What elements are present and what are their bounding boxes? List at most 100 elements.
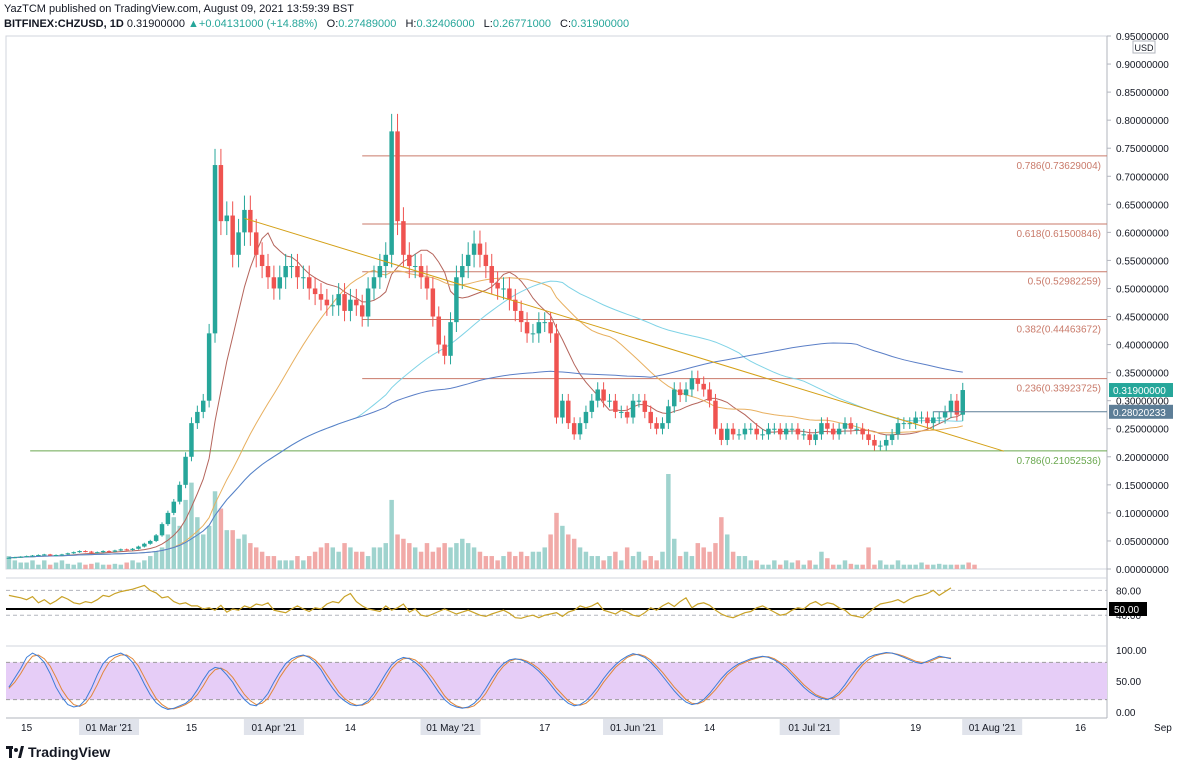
- candle-body: [342, 294, 347, 311]
- price-tick-label: 0.10000000: [1116, 509, 1169, 520]
- volume-bar: [277, 560, 283, 569]
- volume-bar: [960, 564, 965, 569]
- volume-bar: [866, 547, 871, 569]
- volume-bar: [907, 564, 912, 569]
- volume-bar: [836, 564, 842, 569]
- candle-body: [395, 131, 400, 222]
- volume-bar: [42, 560, 47, 569]
- candle-body: [206, 333, 212, 401]
- time-tick-label: 14: [345, 723, 357, 734]
- candle-body: [100, 551, 106, 553]
- candle-body: [854, 428, 860, 430]
- candle-body: [412, 266, 418, 268]
- volume-bar: [548, 534, 553, 569]
- volume-bar: [566, 534, 571, 569]
- candle-body: [672, 389, 677, 407]
- candle-body: [289, 266, 294, 268]
- volume-bar: [936, 563, 942, 569]
- candle-body: [83, 551, 88, 553]
- candle-body: [948, 400, 954, 412]
- candle-body: [153, 535, 159, 541]
- candle-body: [65, 553, 71, 555]
- time-tick-label: 01 Jul '21: [788, 723, 831, 734]
- candle-body: [89, 551, 94, 553]
- fib-level-label: 0.236(0.33923725): [1016, 384, 1101, 395]
- candle-body: [960, 390, 965, 415]
- candle-body: [895, 423, 901, 435]
- volume-bar: [848, 563, 854, 569]
- candle-body: [619, 411, 624, 413]
- volume-bar: [183, 499, 188, 569]
- footer-brand-text: TradingView: [28, 744, 111, 760]
- price-tick-label: 0.45000000: [1116, 313, 1169, 324]
- candle-body: [513, 299, 518, 311]
- candle-body: [189, 423, 194, 457]
- candle-body: [195, 411, 200, 424]
- fib-level-label: 0.786(0.21052536): [1016, 456, 1101, 467]
- volume-bar: [889, 564, 895, 569]
- candle-body: [560, 400, 565, 418]
- candle-body: [148, 540, 153, 544]
- candle-body: [460, 266, 465, 278]
- candle-body: [253, 232, 259, 255]
- candle-body: [18, 556, 23, 558]
- candle-body: [71, 552, 76, 554]
- rsi-tag-label: 50.00: [1114, 605, 1139, 616]
- candle-body: [401, 221, 406, 255]
- candle-body: [725, 428, 730, 440]
- volume-bar: [630, 556, 636, 569]
- candle-body: [783, 428, 789, 435]
- candle-body: [259, 254, 265, 267]
- candle-body: [36, 554, 41, 556]
- volume-bar: [148, 556, 153, 569]
- volume-bar: [795, 560, 801, 569]
- volume-bar: [30, 560, 35, 569]
- high-label: H:: [405, 18, 417, 30]
- candle-body: [772, 428, 777, 430]
- volume-bar: [253, 547, 259, 569]
- close-label: C:: [560, 18, 572, 30]
- candle-body: [112, 550, 118, 552]
- candle-body: [689, 378, 695, 390]
- candle-body: [860, 428, 865, 435]
- volume-bar: [701, 547, 706, 569]
- volume-bar: [224, 530, 230, 569]
- volume-bar: [895, 560, 901, 569]
- candle-body: [377, 266, 383, 278]
- candle-body: [283, 266, 288, 278]
- stoch-tick-label: 50.00: [1116, 677, 1141, 688]
- candle-body: [872, 439, 877, 446]
- footer-brand[interactable]: TradingView: [6, 744, 110, 760]
- volume-bar: [742, 556, 748, 569]
- ma-100-line: [8, 280, 963, 559]
- time-tick-label: 17: [539, 723, 551, 734]
- volume-bar: [601, 560, 606, 569]
- candle-body: [748, 428, 754, 430]
- volume-bar: [819, 551, 824, 569]
- time-tick-label: 16: [1075, 723, 1087, 734]
- volume-bar: [265, 556, 271, 569]
- volume-bar: [218, 508, 224, 569]
- candle-body: [365, 288, 371, 317]
- volume-bar: [595, 556, 600, 569]
- volume-bar: [318, 547, 324, 569]
- candle-body: [889, 434, 895, 440]
- price-chart[interactable]: 0.786(0.73629004) 0.618(0.61500846) 0.5(0.…: [0, 0, 1186, 740]
- candle-body: [12, 557, 18, 559]
- volume-bar: [206, 525, 212, 569]
- volume-bar: [301, 560, 306, 569]
- volume-bar: [513, 556, 518, 569]
- volume-bar: [47, 564, 53, 569]
- candle-body: [201, 400, 206, 412]
- candle-body: [77, 551, 82, 553]
- currency-label: USD: [1134, 43, 1154, 53]
- volume-bar: [359, 551, 365, 569]
- time-tick-label: 01 Apr '21: [252, 723, 297, 734]
- volume-bar: [259, 551, 265, 569]
- candle-body: [730, 428, 736, 435]
- candle-body: [24, 556, 29, 558]
- volume-bar: [725, 534, 730, 569]
- price-tick-label: 0.50000000: [1116, 284, 1169, 295]
- volume-bar: [295, 556, 300, 569]
- rsi-line: [8, 584, 952, 619]
